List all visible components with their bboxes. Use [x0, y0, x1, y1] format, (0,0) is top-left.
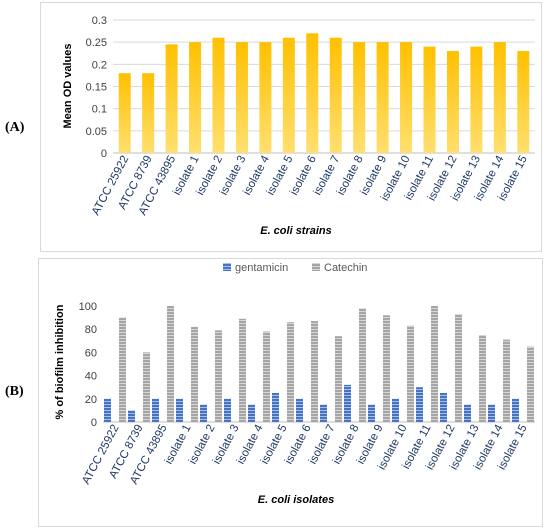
chart-a-bar	[423, 46, 436, 153]
chart-b-bar-gentamicin	[296, 398, 303, 422]
chart-a-bar	[142, 73, 155, 153]
chart-b-ytick-label: 20	[85, 394, 97, 406]
chart-a-ytick-label: 0.05	[86, 126, 107, 138]
chart-a-ytick-label: 0.3	[92, 15, 107, 27]
chart-a-ylabel: Mean OD values	[62, 44, 74, 129]
chart-b-bar-gentamicin	[512, 398, 519, 422]
chart-a-bar	[329, 37, 342, 153]
chart-b-bar-gentamicin	[200, 404, 207, 422]
chart-a-ytick-label: 0	[101, 148, 107, 160]
chart-b-bar-gentamicin	[488, 404, 495, 422]
chart-a-bar	[306, 33, 319, 153]
chart-b-bar-gentamicin	[152, 398, 159, 422]
chart-a-bar	[470, 46, 483, 153]
chart-b-bar-catechin	[431, 306, 438, 422]
chart-a-bar	[376, 42, 389, 153]
chart-b-bar-gentamicin	[440, 393, 447, 422]
chart-b-bar-gentamicin	[248, 404, 255, 422]
chart-b-bar-gentamicin	[272, 393, 279, 422]
chart-b-ylabel: % of biofilm inhibition	[54, 304, 66, 419]
chart-b-bar-catechin	[215, 330, 222, 422]
chart-b-bar-catechin	[359, 308, 366, 422]
chart-a-xlabel-text: E. coli strains	[260, 225, 332, 237]
chart-b-bar-gentamicin	[344, 384, 351, 422]
chart-b-ytick-label: 40	[85, 371, 97, 383]
chart-b-bar-catechin	[311, 321, 318, 422]
chart-a-bar	[165, 44, 178, 154]
chart-b-bar-catechin	[143, 352, 150, 422]
chart-a-bar	[517, 51, 530, 153]
chart-a-bar	[212, 37, 225, 153]
chart-a-bar	[353, 42, 366, 153]
legend-catechin-swatch	[312, 263, 320, 271]
chart-a-ytick-label: 0.2	[92, 59, 107, 71]
chart-b-bar-gentamicin	[368, 404, 375, 422]
chart-b-bar-catechin	[191, 326, 198, 422]
chart-b-bar-gentamicin	[224, 398, 231, 422]
chart-b-ytick-label: 80	[85, 324, 97, 336]
legend-gentamicin-label: gentamicin	[235, 262, 288, 274]
chart-a-bar	[493, 42, 506, 153]
chart-b-bar-catechin	[503, 339, 510, 422]
chart-a-bar	[235, 42, 248, 153]
chart-b-bar-catechin	[455, 314, 462, 422]
chart-b-bar-catechin	[407, 325, 414, 422]
chart-a-bar	[282, 37, 295, 153]
chart-b-xlabel: E. coli isolates	[258, 494, 334, 506]
chart-a-ytick-label: 0.15	[86, 82, 107, 94]
chart-b-bar-catechin	[263, 331, 270, 422]
chart-b-bar-gentamicin	[392, 398, 399, 422]
chart-b-ytick-label: 100	[79, 301, 97, 313]
chart-b-bar-catechin	[383, 315, 390, 422]
chart-b-bar-gentamicin	[464, 404, 471, 422]
chart-b-bar-catechin	[119, 317, 126, 422]
chart-b-bar-gentamicin	[320, 404, 327, 422]
panel-a-label: (A)	[5, 120, 25, 135]
chart-b-bar-catechin	[239, 318, 246, 422]
chart-b-xlabel-text: E. coli isolates	[258, 494, 334, 506]
chart-b-ytick-label: 0	[91, 417, 97, 429]
chart-b-bar-catechin	[479, 335, 486, 422]
chart-b-bar-catechin	[287, 322, 294, 422]
chart-b-bar-gentamicin	[176, 398, 183, 422]
panel-b-label: (B)	[5, 384, 24, 399]
legend-catechin-label: Catechin	[324, 262, 367, 274]
chart-a-bar	[189, 42, 202, 153]
chart-a-bar	[446, 51, 459, 153]
chart-b-ytick-label: 60	[85, 347, 97, 359]
chart-b-bar-catechin	[527, 346, 534, 422]
chart-b-bar-gentamicin	[104, 398, 111, 422]
chart-a-bar	[400, 42, 413, 153]
chart-a-ytick-label: 0.1	[92, 104, 107, 116]
chart-a-ytick-label: 0.25	[86, 37, 107, 49]
chart-b-bar-gentamicin	[128, 410, 135, 422]
legend-gentamicin-swatch	[223, 263, 231, 271]
chart-a-bar	[259, 42, 272, 153]
chart-b-bar-catechin	[167, 306, 174, 422]
chart-a-xlabel: E. coli strains	[260, 225, 332, 237]
chart-b-bar-gentamicin	[416, 387, 423, 422]
chart-b-bar-catechin	[335, 336, 342, 422]
chart-a-bar	[118, 73, 131, 153]
